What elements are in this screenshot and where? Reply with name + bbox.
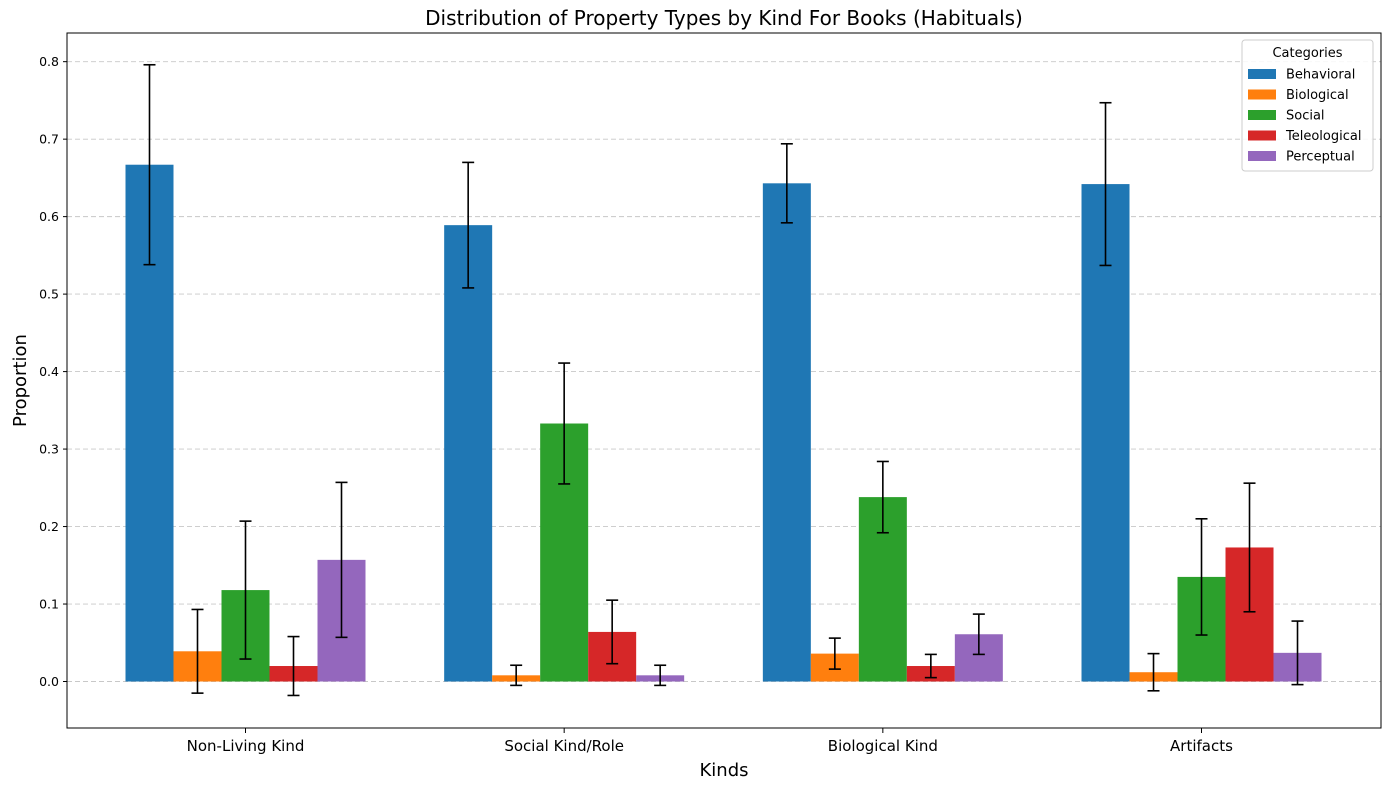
x-tick-label: Biological Kind: [828, 737, 938, 755]
legend-swatch: [1248, 130, 1276, 141]
y-tick-label: 0.2: [39, 519, 59, 534]
y-tick-label: 0.7: [39, 132, 59, 147]
legend-label: Teleological: [1285, 129, 1361, 144]
legend-label: Perceptual: [1286, 150, 1355, 165]
x-tick-label: Social Kind/Role: [504, 737, 624, 755]
bar: [762, 183, 811, 682]
legend-label: Behavioral: [1286, 68, 1355, 83]
x-tick-label: Non-Living Kind: [187, 737, 305, 755]
x-tick-label: Artifacts: [1170, 737, 1233, 755]
x-axis-label: Kinds: [699, 760, 748, 781]
x-axis-ticks: Non-Living Kind Social Kind/Role Biologica…: [187, 728, 1233, 755]
legend: Categories Behavioral Biological Social Tele…: [1241, 39, 1374, 172]
legend-swatch: [1248, 89, 1276, 100]
legend-swatch: [1248, 110, 1276, 120]
y-axis-label: Proportion: [10, 334, 31, 427]
chart-title: Distribution of Property Types by Kind F…: [425, 6, 1023, 30]
y-tick-label: 0.3: [39, 442, 59, 457]
grid-lines: [67, 61, 1381, 682]
bar: [444, 225, 493, 682]
bar: [1081, 184, 1130, 682]
y-tick-label: 0.8: [39, 54, 59, 69]
legend-swatch: [1248, 151, 1276, 161]
legend-swatch: [1248, 69, 1276, 79]
legend-title: Categories: [1272, 46, 1342, 61]
error-bars: [143, 63, 1304, 697]
y-tick-label: 0.5: [39, 287, 59, 302]
plot-frame: [66, 32, 1382, 729]
y-tick-label: 0.4: [39, 364, 59, 379]
y-tick-label: 0.1: [39, 597, 59, 612]
y-tick-label: 0.6: [39, 209, 59, 224]
legend-label: Social: [1286, 109, 1325, 124]
y-axis-ticks: 0.0 0.1 0.2 0.3 0.4 0.5 0.6 0.7 0.8: [39, 54, 67, 689]
y-tick-label: 0.0: [39, 674, 59, 689]
legend-label: Biological: [1286, 88, 1349, 103]
